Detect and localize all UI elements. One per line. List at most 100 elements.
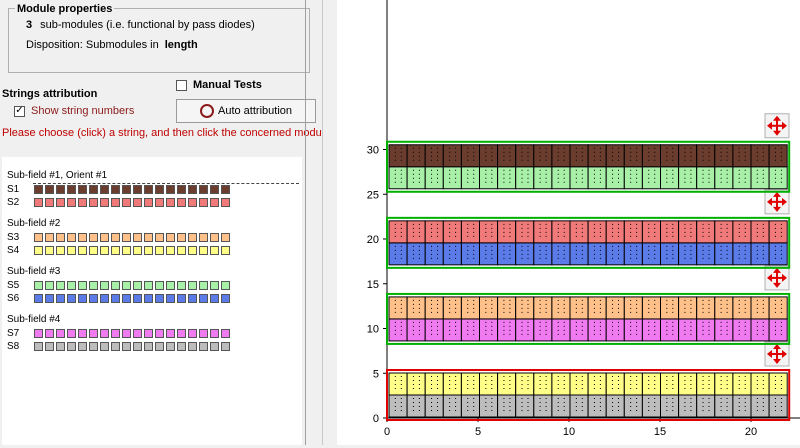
pv-module[interactable] <box>388 220 408 244</box>
pv-module[interactable] <box>732 220 752 244</box>
string-module-box[interactable] <box>100 281 109 290</box>
pv-module[interactable] <box>406 220 426 244</box>
string-module-box[interactable] <box>199 198 208 207</box>
pv-module[interactable] <box>732 296 752 320</box>
pv-module[interactable] <box>696 318 716 342</box>
pv-module[interactable] <box>460 318 481 342</box>
string-module-box[interactable] <box>144 198 153 207</box>
pv-module[interactable] <box>587 242 607 266</box>
string-module-box[interactable] <box>45 185 54 194</box>
pv-module[interactable] <box>497 318 517 342</box>
string-module-box[interactable] <box>210 198 219 207</box>
pv-module[interactable] <box>768 220 788 244</box>
pv-module[interactable] <box>460 166 481 190</box>
pv-module[interactable] <box>479 144 499 168</box>
pv-module[interactable] <box>406 242 426 266</box>
string-module-box[interactable] <box>89 185 98 194</box>
string-row[interactable]: S5 <box>7 280 230 291</box>
pv-module[interactable] <box>750 296 770 320</box>
pv-module[interactable] <box>442 220 462 244</box>
pv-module[interactable] <box>424 220 444 244</box>
pv-module[interactable] <box>460 394 481 418</box>
pv-module[interactable] <box>696 220 716 244</box>
pv-module[interactable] <box>696 372 716 396</box>
pv-module[interactable] <box>768 166 788 190</box>
pv-module[interactable] <box>714 318 734 342</box>
string-row[interactable]: S1 <box>7 184 230 195</box>
pv-module[interactable] <box>497 242 517 266</box>
string-module-box[interactable] <box>78 342 87 351</box>
pv-module[interactable] <box>533 296 553 320</box>
pv-module[interactable] <box>569 372 589 396</box>
pv-module[interactable] <box>424 242 444 266</box>
pv-module[interactable] <box>660 318 680 342</box>
pv-module[interactable] <box>641 372 661 396</box>
pv-module[interactable] <box>605 166 625 190</box>
string-module-box[interactable] <box>188 198 197 207</box>
string-module-box[interactable] <box>78 281 87 290</box>
pv-table-frame[interactable] <box>386 216 791 269</box>
pv-module[interactable] <box>442 318 462 342</box>
string-module-box[interactable] <box>122 246 131 255</box>
string-module-box[interactable] <box>100 342 109 351</box>
pv-module[interactable] <box>768 372 788 396</box>
string-module-box[interactable] <box>188 329 197 338</box>
pv-module[interactable] <box>497 296 517 320</box>
pv-module[interactable] <box>479 242 499 266</box>
string-module-box[interactable] <box>122 198 131 207</box>
string-row[interactable]: S8 <box>7 341 230 352</box>
show-string-numbers-checkbox[interactable]: ✓ Show string numbers <box>14 105 134 117</box>
string-module-box[interactable] <box>144 185 153 194</box>
string-module-box[interactable] <box>67 198 76 207</box>
pv-module[interactable] <box>714 296 734 320</box>
string-module-box[interactable] <box>133 342 142 351</box>
pv-module[interactable] <box>641 220 661 244</box>
pv-module[interactable] <box>533 242 553 266</box>
string-module-box[interactable] <box>188 233 197 242</box>
string-module-box[interactable] <box>45 329 54 338</box>
string-module-box[interactable] <box>221 342 230 351</box>
pv-module[interactable] <box>569 220 589 244</box>
string-module-box[interactable] <box>133 281 142 290</box>
pv-module[interactable] <box>569 144 589 168</box>
pv-module[interactable] <box>587 372 607 396</box>
pv-module[interactable] <box>678 372 698 396</box>
string-module-box[interactable] <box>210 281 219 290</box>
pv-module[interactable] <box>714 242 734 266</box>
pv-module[interactable] <box>623 144 643 168</box>
pv-module[interactable] <box>533 394 553 418</box>
pv-module[interactable] <box>515 318 535 342</box>
pv-module[interactable] <box>623 394 643 418</box>
pv-module[interactable] <box>623 372 643 396</box>
string-module-box[interactable] <box>133 329 142 338</box>
string-module-box[interactable] <box>166 294 175 303</box>
string-module-box[interactable] <box>166 342 175 351</box>
string-module-box[interactable] <box>155 281 164 290</box>
pv-module[interactable] <box>479 318 499 342</box>
pv-module[interactable] <box>623 242 643 266</box>
pv-module[interactable] <box>460 144 481 168</box>
pv-module[interactable] <box>551 144 571 168</box>
string-module-box[interactable] <box>78 329 87 338</box>
pv-module[interactable] <box>388 394 408 418</box>
pv-module[interactable] <box>388 372 408 396</box>
string-module-box[interactable] <box>210 233 219 242</box>
pv-module[interactable] <box>605 372 625 396</box>
pv-module[interactable] <box>551 372 571 396</box>
string-module-box[interactable] <box>67 246 76 255</box>
pv-module[interactable] <box>533 144 553 168</box>
pv-module[interactable] <box>388 296 408 320</box>
pv-module[interactable] <box>533 318 553 342</box>
string-module-box[interactable] <box>34 294 43 303</box>
pv-module[interactable] <box>497 372 517 396</box>
string-module-box[interactable] <box>89 198 98 207</box>
pv-module[interactable] <box>569 166 589 190</box>
string-module-box[interactable] <box>122 233 131 242</box>
string-module-box[interactable] <box>111 329 120 338</box>
string-module-box[interactable] <box>166 198 175 207</box>
string-module-box[interactable] <box>199 281 208 290</box>
pv-module[interactable] <box>732 372 752 396</box>
string-module-box[interactable] <box>155 342 164 351</box>
string-module-box[interactable] <box>177 198 186 207</box>
pv-module[interactable] <box>460 372 481 396</box>
